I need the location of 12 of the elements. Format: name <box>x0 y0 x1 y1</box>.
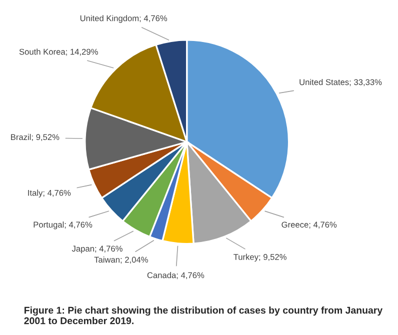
caption: Figure 1: Pie chart showing the distribution of cases by country from January 2001 to December 2019. <box>24 306 383 324</box>
slice-label: United States; 33,33% <box>300 78 382 86</box>
slice-label: Japan; 4,76% <box>72 246 122 254</box>
slice-label: Brazil; 9,52% <box>11 134 60 142</box>
slice-label: Greece; 4,76% <box>282 222 337 229</box>
slice-label: South Korea; 14,29% <box>19 48 98 56</box>
slice-label: Italy; 4,76% <box>28 190 71 198</box>
slice-label: Portugal; 4,76% <box>34 222 92 230</box>
slice-label: Turkey; 9,52% <box>234 254 286 262</box>
slice-label: Taiwan; 2,04% <box>94 256 148 264</box>
slice-label: Canada; 4,76% <box>147 272 204 280</box>
slice-label: United Kingdom; 4,76% <box>80 15 168 23</box>
